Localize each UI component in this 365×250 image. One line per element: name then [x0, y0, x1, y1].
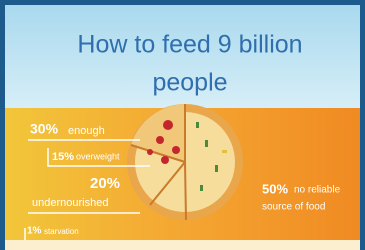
pizza	[127, 104, 243, 220]
stat-percent: 20%	[90, 175, 120, 192]
stat-percent: 30%	[30, 121, 59, 137]
footer-strip	[5, 240, 360, 250]
stat-percent: 50%	[262, 181, 288, 196]
stat-text: overweight	[76, 151, 120, 161]
title-line: people	[152, 69, 227, 97]
stat-text: starvation	[44, 227, 79, 236]
stat-text: no reliable	[294, 185, 341, 196]
stat-percent: 1%	[27, 226, 42, 237]
infographic: How to feed 9 billion people 30% enough …	[0, 0, 365, 250]
title-line: How to feed 9 billion	[77, 31, 302, 59]
stat-text: source of food	[262, 202, 325, 213]
stat-text: undernourished	[32, 197, 108, 209]
stat-text: enough	[68, 125, 105, 137]
stat-percent: 15%	[52, 151, 74, 163]
